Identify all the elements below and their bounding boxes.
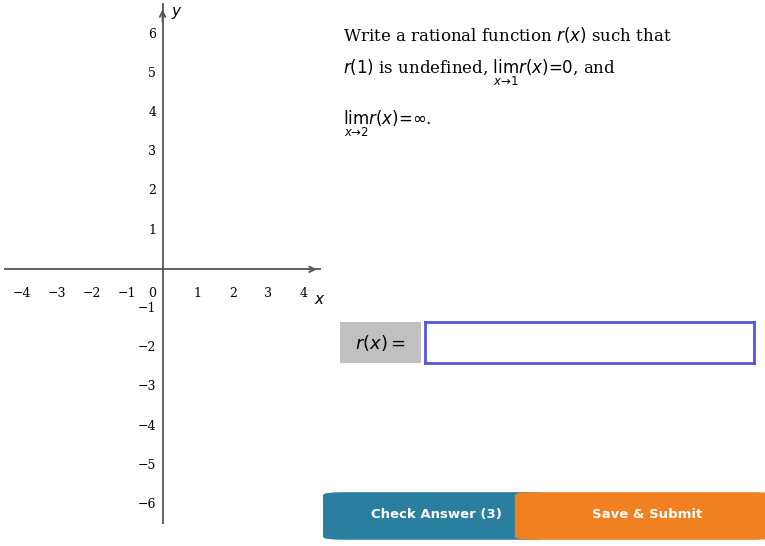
- Text: −6: −6: [138, 498, 156, 511]
- Text: −5: −5: [138, 459, 156, 472]
- Text: 2: 2: [148, 185, 156, 198]
- Text: 4: 4: [148, 106, 156, 119]
- Text: −2: −2: [83, 287, 101, 300]
- Text: 3: 3: [148, 145, 156, 158]
- Text: 1: 1: [194, 287, 202, 300]
- Text: 4: 4: [300, 287, 308, 300]
- Text: $r(x) =$: $r(x) =$: [355, 333, 406, 353]
- Text: Check Answer (3): Check Answer (3): [371, 508, 502, 521]
- Text: Write a rational function $r(x)$ such that: Write a rational function $r(x)$ such th…: [343, 25, 672, 45]
- Text: $r(1)$ is undefined, $\lim_{x \to 1} r(x) = 0$, and: $r(1)$ is undefined, $\lim_{x \to 1} r(x…: [343, 57, 616, 87]
- Text: −4: −4: [138, 420, 156, 432]
- Text: −3: −3: [138, 381, 156, 394]
- Text: 1: 1: [148, 224, 156, 236]
- Text: −4: −4: [12, 287, 31, 300]
- Text: $x$: $x$: [314, 293, 325, 307]
- Text: 5: 5: [148, 67, 156, 80]
- FancyBboxPatch shape: [516, 493, 765, 539]
- Text: 2: 2: [230, 287, 237, 300]
- Text: $\lim_{x \to 2} r(x) = \infty$.: $\lim_{x \to 2} r(x) = \infty$.: [343, 109, 431, 139]
- Text: 6: 6: [148, 28, 156, 40]
- Text: 3: 3: [265, 287, 272, 300]
- Text: $y$: $y$: [171, 5, 183, 21]
- Text: −1: −1: [118, 287, 136, 300]
- FancyBboxPatch shape: [324, 493, 549, 539]
- Text: Save & Submit: Save & Submit: [592, 508, 702, 521]
- Text: −2: −2: [138, 341, 156, 354]
- Text: −1: −1: [138, 302, 156, 315]
- Text: −3: −3: [47, 287, 66, 300]
- Text: 0: 0: [148, 287, 156, 300]
